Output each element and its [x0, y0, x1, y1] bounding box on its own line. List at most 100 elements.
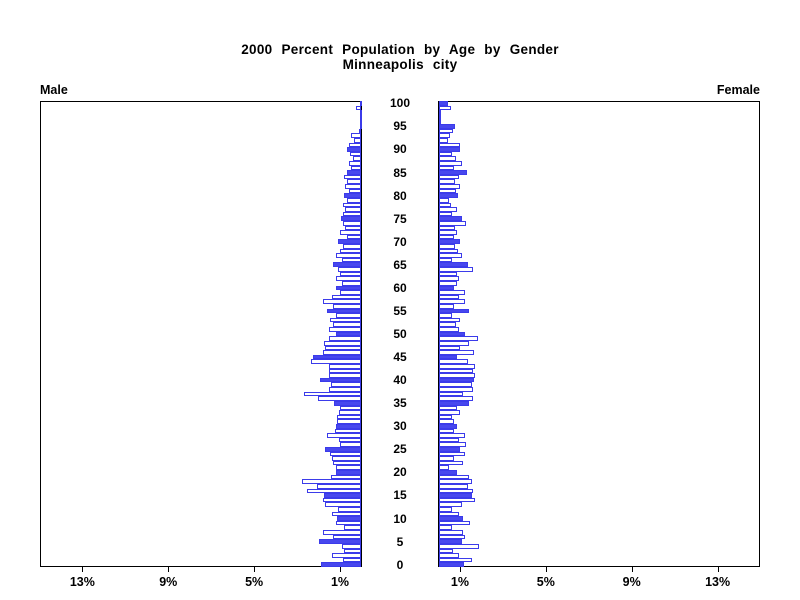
- pyramid-bar-male-age-45: [313, 354, 361, 360]
- male-axis-label: Male: [40, 83, 68, 97]
- pyramid-bar-male-age-34: [340, 405, 361, 411]
- pyramid-bar-male-age-57: [322, 299, 361, 304]
- pyramid-bar-female-age-6: [439, 534, 466, 540]
- pyramid-bar-male-age-94: [359, 128, 362, 134]
- age-tick-label-100: 100: [389, 96, 411, 111]
- pyramid-bar-male-age-68: [340, 248, 361, 254]
- pyramid-bar-male-age-36: [318, 396, 361, 401]
- pyramid-bar-female-age-16: [439, 488, 474, 494]
- pyramid-bar-female-age-37: [439, 391, 464, 397]
- pyramid-bar-male-age-73: [345, 225, 361, 231]
- pyramid-bar-female-age-24: [439, 451, 466, 457]
- pyramid-bar-female-age-21: [439, 465, 450, 471]
- age-tick-label-55: 55: [393, 303, 407, 318]
- pyramid-bar-female-age-56: [439, 304, 455, 309]
- pyramid-bar-male-age-6: [333, 534, 361, 540]
- pyramid-bar-male-age-18: [302, 479, 361, 484]
- pyramid-bar-male-age-99: [356, 105, 361, 111]
- percent-tick-label-9%: 9%: [159, 575, 178, 589]
- pyramid-bar-male-age-56: [333, 304, 361, 309]
- pyramid-bar-male-age-41: [329, 373, 361, 378]
- pyramid-bar-female-age-50: [439, 331, 466, 337]
- pyramid-bar-female-age-79: [439, 197, 449, 203]
- pyramid-bar-female-age-19: [439, 474, 470, 480]
- pyramid-bar-male-age-17: [316, 483, 361, 489]
- pyramid-bar-male-age-29: [335, 428, 361, 434]
- age-tick-label-95: 95: [393, 119, 407, 134]
- pyramid-bar-female-age-4: [439, 543, 480, 549]
- pyramid-bar-female-age-33: [439, 410, 461, 415]
- pyramid-bar-male-age-9: [336, 520, 361, 526]
- pyramid-bar-male-age-14: [322, 497, 361, 503]
- pyramid-bar-female-age-26: [439, 442, 467, 448]
- pyramid-bar-male-age-19: [330, 474, 361, 480]
- pyramid-bar-female-age-77: [439, 207, 457, 212]
- age-tick-label-60: 60: [393, 280, 407, 295]
- pyramid-bar-male-age-39: [331, 382, 361, 388]
- percent-tick: [254, 567, 256, 572]
- pyramid-bar-male-age-62: [336, 276, 361, 281]
- pyramid-bar-female-age-64: [439, 267, 473, 272]
- pyramid-bar-female-age-66: [439, 257, 452, 263]
- pyramid-bar-male-age-55: [327, 308, 361, 314]
- pyramid-bar-male-age-74: [342, 220, 361, 226]
- chart-subtitle: Minneapolis city: [342, 57, 458, 72]
- pyramid-bar-male-age-80: [343, 193, 361, 198]
- pyramid-bar-female-age-44: [439, 359, 468, 364]
- pyramid-bar-male-age-92: [353, 137, 361, 143]
- pyramid-bar-female-age-87: [439, 160, 462, 166]
- pyramid-bar-female-age-29: [439, 428, 455, 434]
- pyramid-bar-female-age-45: [439, 354, 457, 360]
- pyramid-bar-female-age-36: [439, 396, 474, 401]
- age-tick-label-85: 85: [393, 165, 407, 180]
- pyramid-bar-male-age-38: [328, 387, 361, 392]
- percent-tick: [717, 567, 719, 572]
- pyramid-bar-female-age-14: [439, 497, 476, 503]
- pyramid-bar-female-age-78: [439, 202, 452, 208]
- pyramid-bar-female-age-81: [439, 188, 456, 194]
- pyramid-bar-male-age-79: [347, 197, 361, 203]
- pyramid-bar-female-age-84: [439, 174, 459, 180]
- pyramid-bar-male-age-59: [340, 290, 361, 295]
- pyramid-bar-female-age-2: [439, 553, 459, 558]
- pyramid-bar-male-age-69: [342, 244, 361, 249]
- pyramid-bar-male-age-58: [332, 294, 361, 300]
- pyramid-bar-female-age-61: [439, 280, 457, 286]
- pyramid-bar-female-age-75: [439, 216, 462, 221]
- pyramid-bar-female-age-99: [439, 105, 451, 111]
- pyramid-bar-female-age-5: [439, 539, 462, 544]
- pyramid-bar-male-age-7: [322, 530, 361, 535]
- pyramid-bar-male-age-96: [360, 119, 362, 125]
- pyramid-bar-female-age-7: [439, 530, 464, 535]
- age-tick-label-90: 90: [393, 142, 407, 157]
- pyramid-bar-male-age-82: [345, 184, 361, 189]
- pyramid-bar-female-age-9: [439, 520, 470, 526]
- pyramid-bar-female-age-73: [439, 225, 456, 231]
- percent-tick-label-9%: 9%: [622, 575, 641, 589]
- pyramid-bar-male-age-33: [338, 410, 361, 415]
- pyramid-bar-male-age-2: [332, 553, 361, 558]
- pyramid-bar-female-age-92: [439, 137, 448, 143]
- pyramid-bar-male-age-40: [320, 377, 361, 383]
- pyramid-bar-male-age-61: [342, 280, 361, 286]
- pyramid-bar-male-age-83: [347, 179, 361, 185]
- pyramid-bar-female-age-100: [439, 101, 448, 106]
- pyramid-bar-female-age-95: [439, 124, 456, 129]
- pyramid-bar-male-age-25: [324, 447, 361, 452]
- pyramid-bar-male-age-42: [329, 368, 361, 374]
- pyramid-bar-female-age-53: [439, 317, 461, 323]
- pyramid-bar-male-age-5: [318, 539, 361, 544]
- pyramid-bar-female-age-69: [439, 244, 456, 249]
- pyramid-bar-female-age-48: [439, 340, 469, 346]
- pyramid-bar-female-age-59: [439, 290, 466, 295]
- pyramid-bar-male-age-21: [336, 465, 361, 471]
- pyramid-bar-female-age-98: [439, 110, 441, 115]
- pyramid-bar-male-age-77: [345, 207, 361, 212]
- percent-tick-label-13%: 13%: [705, 575, 731, 589]
- pyramid-bar-male-age-15: [324, 493, 361, 498]
- pyramid-bar-female-age-13: [439, 502, 462, 507]
- pyramid-bar-female-age-86: [439, 165, 455, 171]
- pyramid-bar-female-age-74: [439, 220, 467, 226]
- pyramid-bar-female-age-1: [439, 557, 472, 563]
- pyramid-bar-male-age-54: [336, 313, 361, 318]
